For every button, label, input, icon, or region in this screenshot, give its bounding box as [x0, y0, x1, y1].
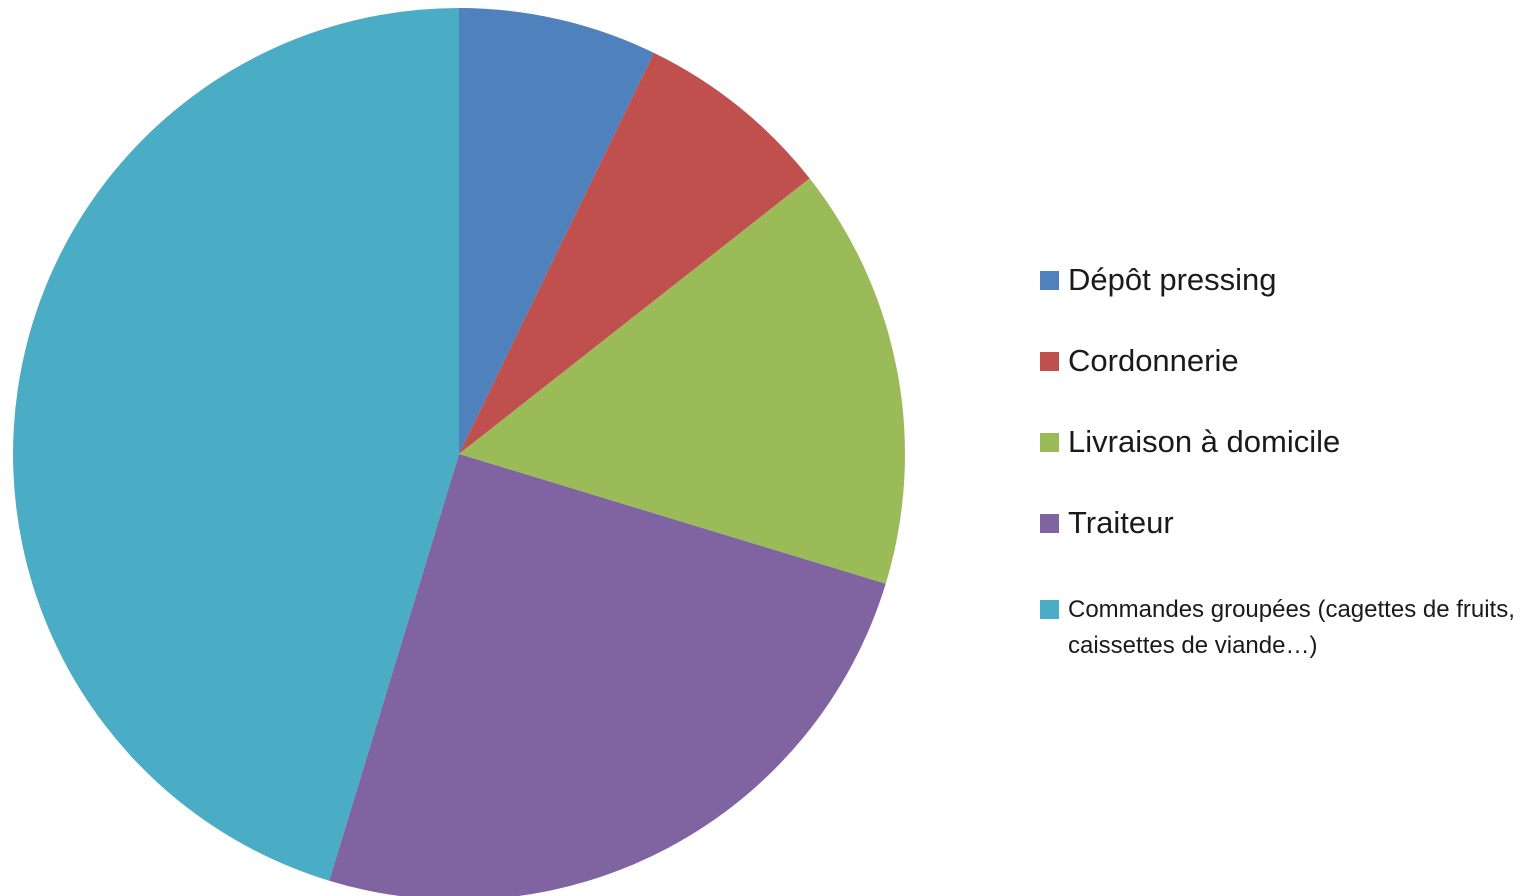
pie-slice-depot-pressing	[459, 8, 654, 454]
pie-slice-traiteur	[329, 454, 886, 896]
legend: Dépôt pressing Cordonnerie Livraison à d…	[1040, 262, 1528, 664]
legend-label-commandes-groupees: Commandes groupées (cagettes de fruits, …	[1068, 596, 1515, 659]
legend-label-depot-pressing: Dépôt pressing	[1068, 262, 1277, 297]
legend-swatch-livraison-a-domicile	[1040, 433, 1059, 452]
legend-item-traiteur: Traiteur	[1040, 505, 1528, 586]
legend-item-depot-pressing: Dépôt pressing	[1040, 262, 1528, 343]
legend-item-livraison-a-domicile: Livraison à domicile	[1040, 424, 1528, 505]
legend-label-traiteur: Traiteur	[1068, 505, 1174, 540]
pie-slice-commandes-groupees	[13, 8, 460, 881]
legend-item-cordonnerie: Cordonnerie	[1040, 343, 1528, 424]
pie-slice-livraison-a-domicile	[459, 178, 905, 584]
legend-swatch-cordonnerie	[1040, 352, 1059, 371]
legend-label-livraison-a-domicile: Livraison à domicile	[1068, 424, 1341, 459]
pie-plot-area	[13, 8, 905, 896]
pie-slice-cordonnerie	[459, 52, 810, 455]
legend-swatch-depot-pressing	[1040, 271, 1059, 290]
legend-item-commandes-groupees: Commandes groupées (cagettes de fruits, …	[1040, 592, 1528, 664]
legend-swatch-traiteur	[1040, 514, 1059, 533]
legend-label-cordonnerie: Cordonnerie	[1068, 343, 1239, 378]
legend-swatch-commandes-groupees	[1040, 600, 1059, 619]
